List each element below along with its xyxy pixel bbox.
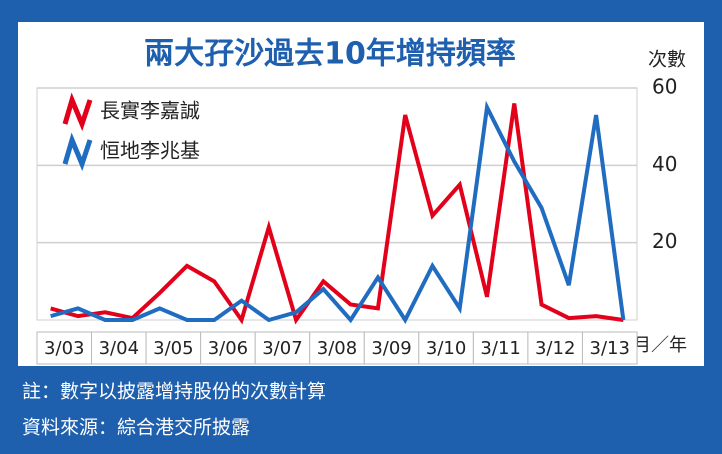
y-tick-label: 60 bbox=[652, 75, 677, 99]
x-tick-label: 3/09 bbox=[371, 338, 411, 359]
legend-icon bbox=[62, 92, 93, 132]
series-line bbox=[50, 103, 624, 325]
x-tick-label: 3/11 bbox=[480, 338, 520, 359]
x-tick-label: 3/08 bbox=[317, 338, 357, 359]
y-axis-label: 次數 bbox=[648, 49, 686, 71]
x-label-box bbox=[527, 331, 583, 365]
x-axis-label: 月／年 bbox=[633, 335, 687, 356]
legend-label: 長實李嘉誠 bbox=[100, 99, 200, 123]
x-tick-label: 3/10 bbox=[426, 338, 466, 359]
x-tick-label: 3/05 bbox=[153, 338, 193, 359]
x-label-box bbox=[254, 331, 311, 365]
note: 註：數字以披露增持股份的次數計算 bbox=[22, 381, 326, 403]
x-tick-label: 3/03 bbox=[44, 338, 84, 359]
note: 資料來源：綜合港交所披露 bbox=[22, 417, 250, 439]
chart-title: 兩大孖沙過去10年增持頻率 bbox=[144, 37, 516, 72]
x-label-box bbox=[309, 331, 365, 365]
y-tick-label: 40 bbox=[652, 152, 677, 176]
panel bbox=[18, 22, 704, 366]
x-label-box bbox=[581, 331, 638, 365]
x-tick-label: 3/13 bbox=[590, 338, 630, 359]
x-label-box bbox=[472, 331, 529, 365]
x-label-box bbox=[145, 331, 202, 365]
x-label-box bbox=[363, 331, 420, 365]
series-line bbox=[50, 100, 626, 325]
x-tick-label: 3/06 bbox=[208, 338, 248, 359]
y-tick-label: 20 bbox=[652, 229, 677, 253]
x-tick-label: 3/07 bbox=[262, 338, 302, 359]
legend-icon bbox=[62, 132, 93, 172]
x-label-box bbox=[418, 331, 474, 365]
x-label-box bbox=[200, 331, 256, 365]
x-tick-label: 3/04 bbox=[99, 338, 139, 359]
x-tick-label: 3/12 bbox=[535, 338, 575, 359]
legend-label: 恒地李兆基 bbox=[100, 139, 200, 163]
